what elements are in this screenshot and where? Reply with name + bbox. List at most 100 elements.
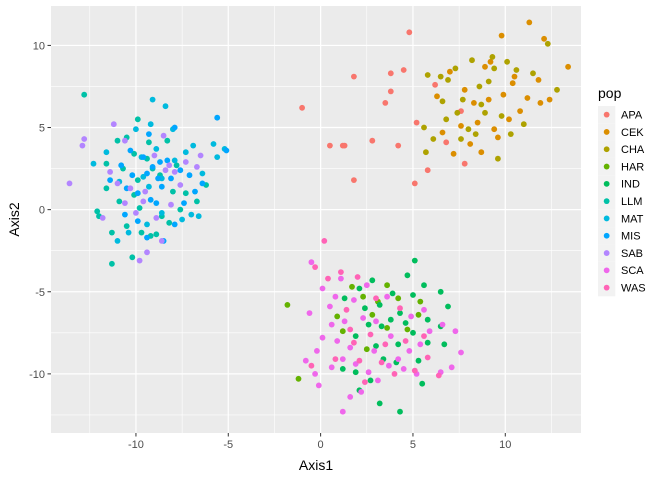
point-sca <box>458 349 464 356</box>
point-llm <box>194 198 200 205</box>
point-mis <box>214 114 221 121</box>
point-cha <box>423 149 429 156</box>
point-sca <box>312 371 318 377</box>
point-was <box>411 367 418 374</box>
point-sca <box>363 282 370 289</box>
point-sca <box>334 338 341 344</box>
point-cha <box>478 101 485 108</box>
point-sca <box>308 259 315 266</box>
point-llm <box>136 205 143 211</box>
point-apa <box>387 70 394 77</box>
point-apa <box>382 100 389 106</box>
point-sab <box>136 257 143 264</box>
data-points <box>66 19 571 415</box>
point-cek <box>474 119 481 126</box>
point-ind <box>410 292 416 298</box>
legend-swatch-apa <box>603 111 610 118</box>
point-ind <box>424 316 431 323</box>
point-cek <box>511 73 518 80</box>
point-cek <box>450 150 457 157</box>
legend-label-mat: MAT <box>621 213 644 225</box>
point-cek <box>495 134 501 141</box>
point-cha <box>504 58 510 65</box>
point-was <box>338 269 344 275</box>
point-cek <box>500 91 507 98</box>
point-cek <box>478 149 485 156</box>
legend-label-sca: SCA <box>621 265 644 277</box>
point-llm <box>109 260 115 267</box>
point-was <box>312 264 318 270</box>
point-apa <box>424 167 431 174</box>
y-axis-title: Axis2 <box>6 202 22 236</box>
point-ind <box>362 305 368 312</box>
x-tick-label: 5 <box>410 439 416 451</box>
series-mat <box>90 96 228 244</box>
point-cha <box>469 57 475 64</box>
point-llm <box>129 254 136 261</box>
point-cha <box>482 109 488 116</box>
point-sca <box>365 369 372 376</box>
point-mat <box>144 221 150 228</box>
series-sca <box>302 259 464 415</box>
legend-label-ind: IND <box>621 179 640 191</box>
point-apa <box>327 142 333 149</box>
point-har <box>360 293 366 300</box>
point-cek <box>535 77 542 83</box>
point-mis <box>149 164 156 170</box>
point-cha <box>530 70 536 77</box>
point-sab <box>153 215 160 221</box>
point-sca <box>439 321 446 328</box>
legend-swatch-mis <box>603 232 610 239</box>
legend-label-cek: CEK <box>621 127 644 139</box>
point-apa <box>299 104 305 111</box>
series-ind <box>339 257 451 415</box>
point-apa <box>411 180 418 187</box>
point-cha <box>476 83 483 90</box>
legend-swatch-cek <box>603 129 610 135</box>
point-sca <box>400 366 407 372</box>
point-mat <box>146 183 152 190</box>
point-har <box>363 346 370 353</box>
point-sca <box>448 364 455 371</box>
point-apa <box>351 73 357 80</box>
point-sca <box>327 303 333 310</box>
point-mis <box>171 221 178 228</box>
point-sab <box>127 185 134 192</box>
point-ind <box>445 303 451 310</box>
point-cha <box>454 109 461 116</box>
point-cek <box>546 96 553 103</box>
point-llm <box>134 177 141 184</box>
series-apa <box>299 29 468 187</box>
point-ind <box>376 400 383 407</box>
point-mat <box>179 216 186 223</box>
point-was <box>435 372 442 379</box>
point-cek <box>524 95 531 101</box>
point-apa <box>461 160 468 167</box>
point-mis <box>134 218 141 225</box>
point-mat <box>182 149 189 156</box>
point-cha <box>443 116 450 123</box>
y-tick-label: -10 <box>29 369 45 381</box>
point-ind <box>402 320 409 326</box>
point-sab <box>122 137 128 144</box>
point-sca <box>302 357 309 364</box>
point-sab <box>168 201 174 208</box>
point-sca <box>315 382 322 389</box>
legend-label-apa: APA <box>621 110 643 122</box>
point-mis <box>129 172 136 179</box>
point-was <box>308 362 315 369</box>
point-ind <box>339 366 346 372</box>
point-cek <box>509 80 516 87</box>
point-sab <box>166 162 173 169</box>
point-ind <box>356 285 363 292</box>
point-ind <box>419 380 426 387</box>
point-sab <box>81 136 88 142</box>
point-sab <box>171 169 178 175</box>
point-cha <box>472 131 479 138</box>
point-ind <box>367 377 374 384</box>
point-was <box>362 379 368 385</box>
point-cha <box>445 77 451 83</box>
point-cha <box>520 121 527 128</box>
point-mis <box>171 124 178 131</box>
point-cha <box>452 65 459 72</box>
